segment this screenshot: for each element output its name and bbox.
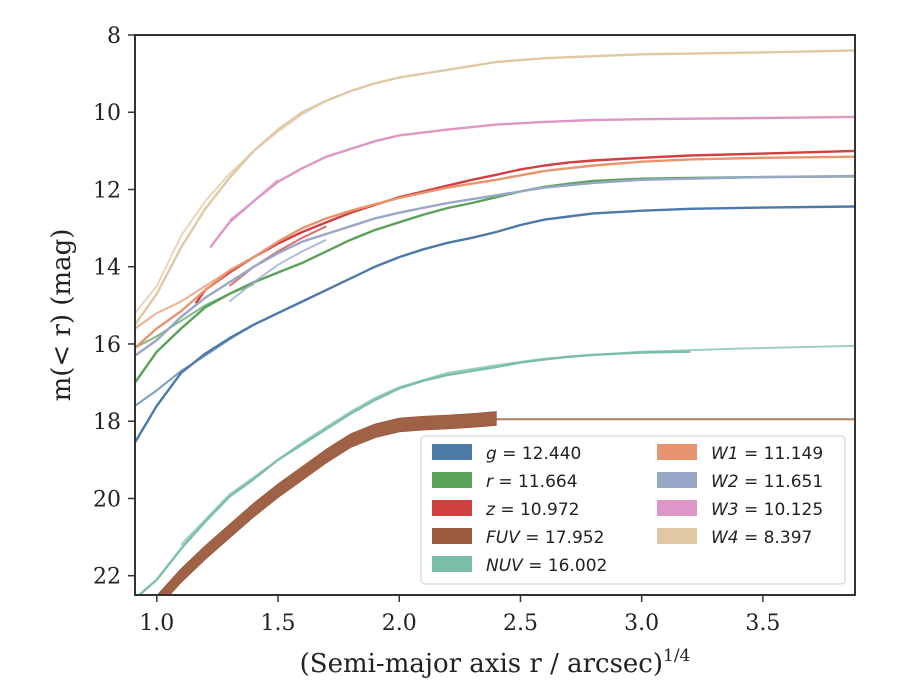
x-tick-label: 1.5 [261, 611, 296, 636]
series-w2-profile-alt [228, 238, 327, 303]
legend-swatch-w3 [657, 500, 697, 516]
series-w3 [209, 115, 855, 249]
legend-swatch-w1 [657, 444, 697, 460]
legend-label-g: g = 12.440 [486, 444, 581, 464]
legend-label-w2: W2 = 11.651 [711, 472, 823, 492]
y-tick-label: 16 [93, 333, 121, 358]
y-axis-label: m(< r) (mag) [47, 229, 77, 402]
legend-label-fuv: FUV = 17.952 [486, 528, 604, 548]
legend-swatch-g [432, 444, 472, 460]
y-tick-label: 14 [93, 256, 121, 281]
series-w4-profile-alt [135, 99, 327, 314]
legend-item-w2: W2 = 11.651 [657, 472, 823, 492]
legend-swatch-r [432, 472, 472, 488]
series-fuv [156, 411, 855, 595]
plot-frame [134, 34, 856, 596]
legend-swatch-fuv [432, 528, 472, 544]
series-fuv-band [156, 411, 497, 595]
legend-label-z: z = 10.972 [485, 500, 579, 520]
x-axis: 1.0 1.5 2.0 2.5 3.0 3.5 [139, 595, 780, 636]
series-g [135, 205, 855, 444]
legend-label-w3: W3 = 10.125 [711, 500, 823, 520]
x-tick-label: 3.0 [624, 611, 659, 636]
x-tick-label: 3.5 [745, 611, 780, 636]
series-r [135, 175, 855, 384]
legend-item-w4: W4 = 8.397 [657, 528, 812, 548]
legend-frame [420, 435, 846, 585]
series-nuv [137, 344, 855, 595]
legend: g = 12.440 r = 11.664 z = 10.972 FUV = 17.9… [420, 435, 846, 585]
legend-swatch-w2 [657, 472, 697, 488]
x-tick-label: 2.5 [503, 611, 538, 636]
series-layer [135, 49, 855, 595]
legend-item-fuv: FUV = 17.952 [432, 528, 604, 548]
y-tick-label: 20 [93, 487, 121, 512]
series-g-profile [135, 205, 855, 444]
legend-item-w1: W1 = 11.149 [657, 444, 823, 464]
series-w1-profile [135, 155, 855, 349]
x-tick-label: 1.0 [139, 611, 174, 636]
series-w2 [135, 174, 855, 357]
legend-label-w4: W4 = 8.397 [711, 528, 812, 548]
series-w1-profile-alt [135, 269, 231, 330]
legend-item-g: g = 12.440 [432, 444, 581, 464]
legend-swatch-z [432, 500, 472, 516]
series-z-profile-alt [228, 225, 327, 287]
x-tick-label: 2.0 [382, 611, 417, 636]
y-tick-label: 18 [93, 410, 121, 435]
legend-label-nuv: NUV = 16.002 [486, 556, 607, 576]
legend-item-w3: W3 = 10.125 [657, 500, 823, 520]
legend-label-w1: W1 = 11.149 [711, 444, 823, 464]
legend-item-r: r = 11.664 [432, 472, 578, 492]
legend-item-z: z = 10.972 [432, 500, 579, 520]
series-w4 [135, 49, 855, 326]
y-tick-label: 8 [107, 24, 121, 49]
y-tick-label: 12 [93, 178, 121, 203]
series-nuv-profile [137, 350, 691, 595]
series-w2-profile [135, 174, 855, 357]
legend-label-r: r = 11.664 [486, 472, 578, 492]
series-w1 [135, 155, 855, 349]
legend-swatch-nuv [432, 556, 472, 572]
series-r-profile [135, 175, 855, 384]
series-g-profile-alt [135, 323, 255, 407]
legend-item-nuv: NUV = 16.002 [432, 556, 607, 576]
y-tick-label: 10 [93, 101, 121, 126]
x-axis-label: (Semi-major axis r / arcsec)1/4 [300, 646, 691, 679]
y-tick-label: 22 [93, 565, 121, 590]
legend-swatch-w4 [657, 528, 697, 544]
series-w4-profile [135, 49, 855, 326]
y-axis: 8 10 12 14 16 18 20 22 [93, 24, 135, 590]
series-w3-profile [209, 115, 855, 249]
